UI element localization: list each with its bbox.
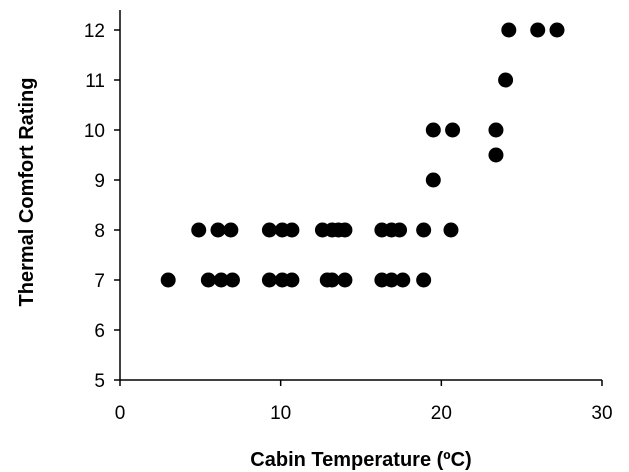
- data-point: [261, 272, 277, 288]
- data-point: [337, 272, 353, 288]
- data-point: [200, 272, 216, 288]
- x-tick-label: 10: [270, 403, 291, 424]
- data-point: [261, 222, 277, 238]
- data-point: [501, 22, 517, 38]
- x-tick-label: 30: [591, 403, 612, 424]
- data-point: [395, 272, 411, 288]
- data-point: [324, 272, 340, 288]
- x-axis-title: Cabin Temperature (ºC): [250, 449, 471, 471]
- data-point: [425, 172, 441, 188]
- data-point: [498, 72, 514, 88]
- x-axis-ticks: 0 10 20 30: [115, 380, 613, 424]
- data-point: [337, 222, 353, 238]
- y-tick-label: 8: [94, 221, 105, 242]
- data-point: [549, 22, 565, 38]
- x-tick-label: 0: [115, 403, 126, 424]
- data-point: [384, 272, 400, 288]
- y-tick-label: 12: [84, 21, 105, 42]
- data-point: [530, 22, 546, 38]
- data-point: [416, 272, 432, 288]
- data-point: [284, 222, 300, 238]
- data-point: [284, 272, 300, 288]
- data-point: [160, 272, 176, 288]
- data-point: [425, 122, 441, 138]
- data-point: [191, 222, 207, 238]
- data-point: [223, 222, 239, 238]
- y-tick-label: 9: [94, 171, 105, 192]
- y-axis-title: Thermal Comfort Rating: [16, 78, 38, 307]
- y-tick-label: 11: [85, 71, 105, 92]
- data-point: [416, 222, 432, 238]
- data-point: [224, 272, 240, 288]
- data-point: [392, 222, 408, 238]
- data-point: [488, 147, 504, 163]
- x-tick-label: 20: [431, 403, 452, 424]
- y-tick-label: 7: [94, 271, 105, 292]
- data-points: [160, 22, 565, 288]
- y-axis-ticks: 5 6 7 8 9 10 11 12: [84, 21, 120, 392]
- data-point: [213, 272, 229, 288]
- data-point: [445, 122, 461, 138]
- data-point: [443, 222, 459, 238]
- y-tick-label: 10: [84, 121, 105, 142]
- data-point: [488, 122, 504, 138]
- y-tick-label: 5: [94, 371, 105, 392]
- y-tick-label: 6: [94, 321, 105, 342]
- data-point: [210, 222, 226, 238]
